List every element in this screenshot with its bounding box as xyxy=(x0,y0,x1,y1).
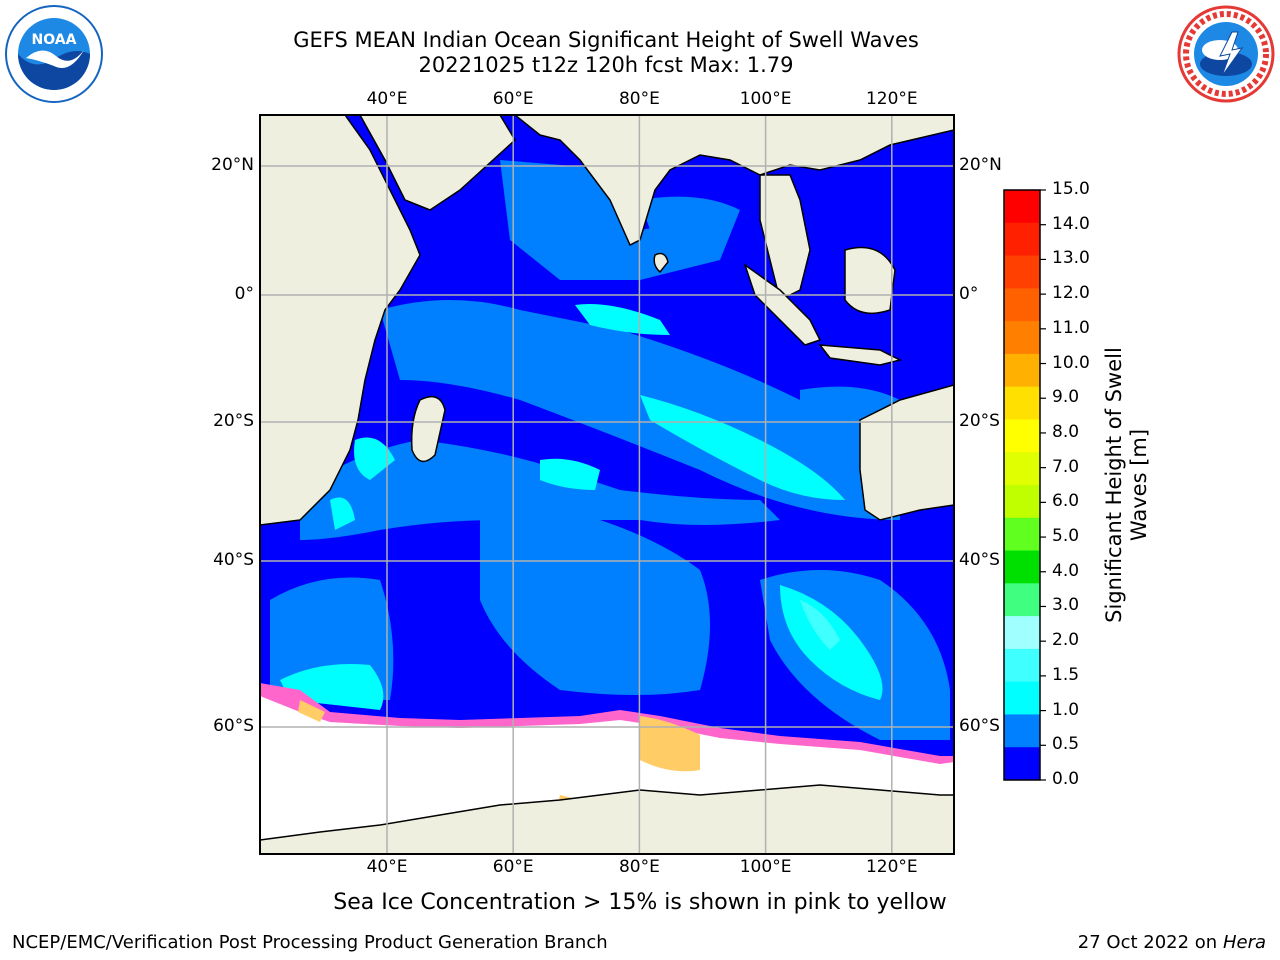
colorbar-tick-label: 3.0 xyxy=(1052,595,1080,616)
colorbar-label: Significant Height of Swell Waves [m] xyxy=(1102,335,1152,635)
sea-ice-yellow-2 xyxy=(298,700,325,722)
lat-tick-label: 20°S xyxy=(959,411,1000,431)
chart-title: GEFS MEAN Indian Ocean Significant Heigh… xyxy=(0,28,1212,78)
lon-tick-label: 80°E xyxy=(618,89,660,109)
colorbar-frame xyxy=(1003,189,1041,781)
swell-cyan-2 xyxy=(575,304,670,335)
swell-cyan-6 xyxy=(330,497,355,530)
sea-ice-pink xyxy=(260,683,954,764)
lon-tick-label: 60°E xyxy=(492,89,534,109)
colorbar-tick-label: 4.0 xyxy=(1052,560,1080,581)
colorbar-swatch xyxy=(1004,353,1040,388)
lon-tick-label: 60°E xyxy=(492,857,534,877)
footer-machine: Hera xyxy=(1222,932,1266,953)
colorbar-swatch xyxy=(1004,517,1040,552)
lat-tick-label: 40°S xyxy=(959,550,1000,570)
footer-date-text: 27 Oct 2022 on xyxy=(1077,932,1223,953)
land-sri-lanka xyxy=(653,252,669,274)
colorbar-swatch xyxy=(1004,747,1040,781)
swell-region-south xyxy=(300,440,780,540)
colorbar-tick-label: 11.0 xyxy=(1052,317,1090,338)
colorbar-tick-label: 12.0 xyxy=(1052,283,1090,304)
colorbar-swatch xyxy=(1004,648,1040,683)
colorbar-tick-label: 14.0 xyxy=(1052,213,1090,234)
land-asia xyxy=(513,115,954,247)
lat-tick-label: 60°S xyxy=(959,716,1000,736)
sea-ice-yellow-1 xyxy=(640,716,700,772)
swell-lightcyan-1 xyxy=(800,600,840,650)
colorbar-tick-label: 13.0 xyxy=(1052,248,1090,269)
title-line-2: 20221025 t12z 120h fcst Max: 1.79 xyxy=(418,53,794,77)
colorbar-tick-label: 0.0 xyxy=(1052,769,1080,789)
lon-tick-label: 40°E xyxy=(366,89,408,109)
lat-tick-label: 20°N xyxy=(959,155,1002,175)
lat-tick-label: 0° xyxy=(234,284,254,304)
colorbar-tick-label: 15.0 xyxy=(1052,179,1090,199)
swell-cyan-3 xyxy=(540,458,600,490)
colorbar-swatch xyxy=(1004,485,1040,519)
colorbar-tick-label: 6.0 xyxy=(1052,491,1080,512)
swell-cyan-7 xyxy=(354,437,395,480)
nws-logo xyxy=(1176,4,1276,104)
map-frame xyxy=(259,114,955,855)
footer-branch: NCEP/EMC/Verification Post Processing Pr… xyxy=(12,932,608,953)
colorbar-label-line-2: Waves [m] xyxy=(1127,428,1151,542)
colorbar-swatch xyxy=(1004,452,1040,486)
colorbar-swatch xyxy=(1004,714,1040,748)
land-indochina xyxy=(759,174,811,302)
lon-tick-label: 100°E xyxy=(739,89,792,109)
land-java xyxy=(818,344,903,366)
colorbar-swatch xyxy=(1004,583,1040,617)
lon-tick-label: 100°E xyxy=(739,857,792,877)
lat-tick-label: 20°N xyxy=(211,155,254,175)
lat-tick-label: 60°S xyxy=(213,716,254,736)
colorbar-tick-label: 1.5 xyxy=(1052,664,1080,685)
land-madagascar xyxy=(410,395,446,463)
colorbar-swatch xyxy=(1004,321,1040,355)
noaa-logo-icon: NOAA xyxy=(5,5,103,103)
colorbar-tick-label: 9.0 xyxy=(1052,387,1080,408)
swell-region-southwest xyxy=(480,515,710,695)
swell-region-bengal xyxy=(640,196,740,260)
land-australia xyxy=(859,384,954,521)
colorbar-swatch xyxy=(1004,419,1040,453)
colorbar-swatch xyxy=(1004,386,1040,420)
colorbar-swatch xyxy=(1004,681,1040,715)
colorbar-label-line-1: Significant Height of Swell xyxy=(1102,347,1126,623)
colorbar-tick-label: 2.0 xyxy=(1052,630,1080,651)
sea-ice-caption: Sea Ice Concentration > 15% is shown in … xyxy=(333,890,947,915)
svg-text:NOAA: NOAA xyxy=(32,32,77,48)
footer-date: 27 Oct 2022 on Hera xyxy=(1078,932,1266,953)
lon-tick-label: 120°E xyxy=(865,857,918,877)
colorbar-tick-label: 10.0 xyxy=(1052,352,1090,373)
colorbar-tick-label: 7.0 xyxy=(1052,456,1080,477)
lat-tick-label: 20°S xyxy=(213,411,254,431)
colorbar-swatch xyxy=(1004,616,1040,650)
nws-logo-icon xyxy=(1177,5,1275,103)
colorbar-tick-label: 5.0 xyxy=(1052,526,1080,547)
colorbar-tick-label: 0.5 xyxy=(1052,734,1080,755)
colorbar-swatch xyxy=(1004,255,1040,289)
colorbar-tick-label: 1.0 xyxy=(1052,699,1080,720)
colorbar-swatch xyxy=(1004,190,1040,224)
colorbar-swatch xyxy=(1004,550,1040,584)
colorbar-tick-label: 8.0 xyxy=(1052,421,1080,442)
colorbar-swatch xyxy=(1004,222,1040,257)
lat-tick-label: 40°S xyxy=(213,550,254,570)
lon-tick-label: 40°E xyxy=(366,857,408,877)
title-line-1: GEFS MEAN Indian Ocean Significant Heigh… xyxy=(293,28,919,52)
colorbar-swatch xyxy=(1004,288,1040,322)
lon-tick-label: 80°E xyxy=(618,857,660,877)
land-antarctica xyxy=(260,784,954,854)
lon-tick-label: 120°E xyxy=(865,89,918,109)
noaa-logo: NOAA xyxy=(4,4,104,104)
lat-tick-label: 0° xyxy=(959,284,979,304)
map-layers xyxy=(260,115,954,854)
